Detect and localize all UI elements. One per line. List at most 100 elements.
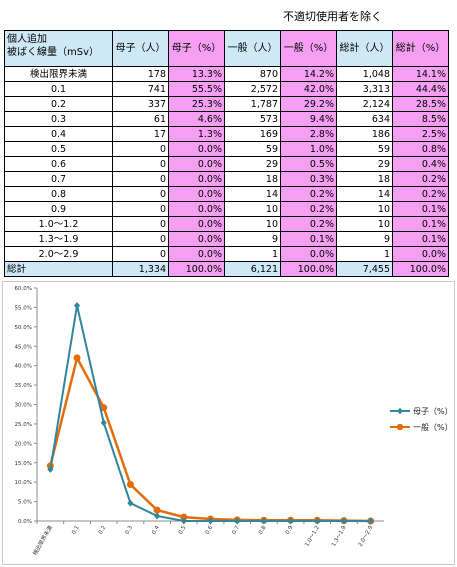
value-cell: 42.0% xyxy=(280,81,337,97)
value-cell: 14 xyxy=(224,186,281,202)
x-tick-label: 0.8 xyxy=(258,525,268,536)
table-row: 0.5 0 0.0% 59 1.0% 59 0.8% xyxy=(4,141,449,157)
value-cell: 0.3% xyxy=(280,171,337,187)
data-point xyxy=(207,517,214,525)
value-cell: 29 xyxy=(224,156,281,172)
row-label-cell: 0.8 xyxy=(4,186,113,202)
table-row: 0.4 17 1.3% 169 2.8% 186 2.5% xyxy=(4,126,449,142)
x-tick-label: 0.3 xyxy=(125,525,135,536)
value-cell: 0 xyxy=(112,201,169,217)
row-label-cell: 0.4 xyxy=(4,126,113,142)
row-label-cell: 0.1 xyxy=(4,81,113,97)
value-cell: 0.2% xyxy=(280,186,337,202)
value-cell: 0.2% xyxy=(280,201,337,217)
value-cell: 0 xyxy=(112,246,169,262)
value-cell: 2.5% xyxy=(392,126,449,142)
value-cell: 10 xyxy=(224,201,281,217)
value-cell: 0.0% xyxy=(168,231,225,247)
header-cell: 一般（人） xyxy=(224,30,281,67)
data-point xyxy=(180,513,188,521)
total-value-cell: 7,455 xyxy=(336,261,393,277)
value-cell: 9.4% xyxy=(280,111,337,127)
value-cell: 28.5% xyxy=(392,96,449,112)
table-row: 0.9 0 0.0% 10 0.2% 10 0.1% xyxy=(4,201,449,217)
data-point xyxy=(154,512,161,520)
data-point xyxy=(260,517,267,525)
value-cell: 13.3% xyxy=(168,66,225,82)
row-label-cell: 2.0〜2.9 xyxy=(4,246,113,262)
value-cell: 0.2% xyxy=(392,186,449,202)
table-body: 検出限界未満 178 13.3% 870 14.2% 1,048 14.1% 0.1 741 55… xyxy=(4,66,449,277)
value-cell: 3,313 xyxy=(336,81,393,97)
value-cell: 29.2% xyxy=(280,96,337,112)
value-cell: 0.2% xyxy=(280,216,337,232)
value-cell: 10 xyxy=(336,216,393,232)
value-cell: 61 xyxy=(112,111,169,127)
value-cell: 0.1% xyxy=(280,231,337,247)
x-tick-label: 0.6 xyxy=(205,525,215,536)
x-tick-label: 0.1 xyxy=(71,525,81,536)
y-tick-label: 30.0% xyxy=(15,403,32,409)
x-tick-label: 0.9 xyxy=(285,525,295,536)
data-point xyxy=(287,517,294,525)
value-cell: 178 xyxy=(112,66,169,82)
value-cell: 1.3% xyxy=(168,126,225,142)
value-cell: 0.0% xyxy=(168,156,225,172)
legend-label: 一般（%） xyxy=(413,422,453,432)
value-cell: 0.0% xyxy=(168,216,225,232)
value-cell: 0.5% xyxy=(280,156,337,172)
x-tick-label: 0.4 xyxy=(151,525,161,536)
y-tick-label: 40.0% xyxy=(15,364,32,370)
data-point xyxy=(100,404,108,412)
value-cell: 18 xyxy=(224,171,281,187)
x-tick-label: 0.2 xyxy=(98,525,108,536)
y-tick-label: 25.0% xyxy=(15,422,32,428)
value-cell: 9 xyxy=(224,231,281,247)
y-tick-label: 55.0% xyxy=(15,305,32,311)
value-cell: 10 xyxy=(224,216,281,232)
header-cell: 総計（%） xyxy=(392,30,449,67)
table-row: 1.3〜1.9 0 0.0% 9 0.1% 9 0.1% xyxy=(4,231,449,247)
value-cell: 10 xyxy=(336,201,393,217)
value-cell: 0.0% xyxy=(168,141,225,157)
value-cell: 0.2% xyxy=(392,171,449,187)
data-point xyxy=(340,517,347,525)
dose-table: 個人追加 被ばく線量（mSv） 母子（人） 母子（%） 一般（人） 一般（%） … xyxy=(4,30,449,277)
value-cell: 337 xyxy=(112,96,169,112)
value-cell: 1 xyxy=(336,246,393,262)
total-label-cell: 総計 xyxy=(4,261,113,277)
value-cell: 0.0% xyxy=(280,246,337,262)
y-tick-label: 15.0% xyxy=(15,461,32,467)
value-cell: 634 xyxy=(336,111,393,127)
value-cell: 0 xyxy=(112,171,169,187)
value-cell: 25.3% xyxy=(168,96,225,112)
table-row: 0.1 741 55.5% 2,572 42.0% 3,313 44.4% xyxy=(4,81,449,97)
value-cell: 2,572 xyxy=(224,81,281,97)
x-tick-label: 0.5 xyxy=(178,525,188,536)
data-point xyxy=(314,517,321,525)
row-label-cell: 0.9 xyxy=(4,201,113,217)
y-tick-label: 20.0% xyxy=(15,441,32,447)
data-point xyxy=(153,506,161,514)
value-cell: 0.0% xyxy=(392,246,449,262)
data-point xyxy=(367,517,374,525)
value-cell: 0.0% xyxy=(168,246,225,262)
value-cell: 8.5% xyxy=(392,111,449,127)
header-label-line2: 被ばく線量（mSv） xyxy=(7,47,100,58)
table-row: 0.7 0 0.0% 18 0.3% 18 0.2% xyxy=(4,171,449,187)
value-cell: 29 xyxy=(336,156,393,172)
row-label-cell: 検出限界未満 xyxy=(4,66,113,82)
data-point xyxy=(234,517,241,525)
total-value-cell: 1,334 xyxy=(112,261,169,277)
value-cell: 0.0% xyxy=(168,201,225,217)
table-row: 1.0〜1.2 0 0.0% 10 0.2% 10 0.1% xyxy=(4,216,449,232)
value-cell: 14.1% xyxy=(392,66,449,82)
table-row: 0.6 0 0.0% 29 0.5% 29 0.4% xyxy=(4,156,449,172)
y-tick-label: 45.0% xyxy=(15,344,32,350)
row-label-cell: 0.5 xyxy=(4,141,113,157)
value-cell: 0.1% xyxy=(392,231,449,247)
row-label-cell: 1.3〜1.9 xyxy=(4,231,113,247)
table-row: 0.3 61 4.6% 573 9.4% 634 8.5% xyxy=(4,111,449,127)
value-cell: 2.8% xyxy=(280,126,337,142)
value-cell: 59 xyxy=(336,141,393,157)
